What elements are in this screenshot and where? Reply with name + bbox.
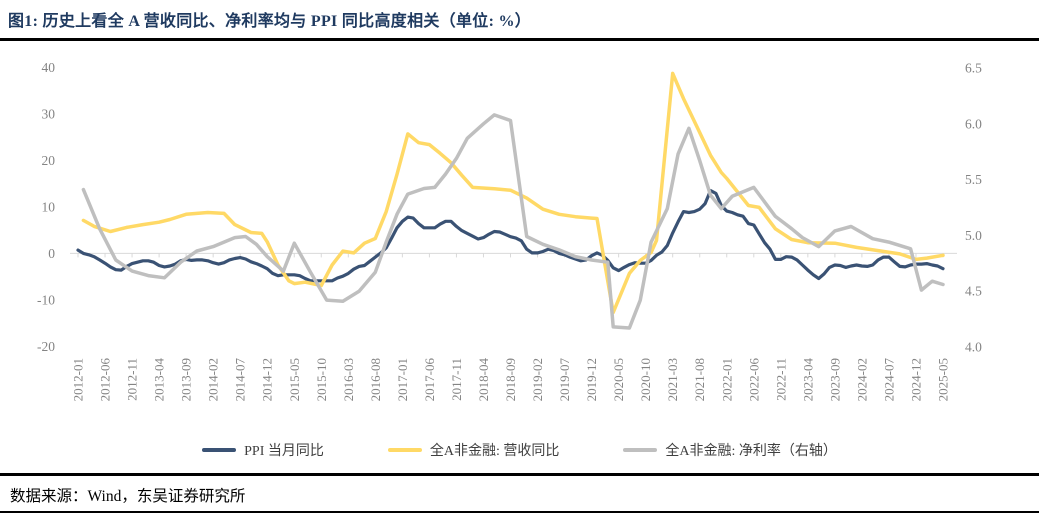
bottom-border [0, 511, 1039, 513]
chart-canvas: 2012-01 2012-06 2012-11 2013-04 2013-09 2014-… [37, 60, 982, 402]
x-tick-label: 2012-01 [71, 358, 86, 401]
x-tick-label: 2023-04 [800, 358, 815, 402]
x-tick-label: 2022-11 [773, 358, 788, 401]
y-tick-label-left: 40 [42, 60, 56, 75]
x-tick-label: 2019-07 [557, 358, 572, 402]
x-tick-label: 2017-01 [395, 358, 410, 401]
x-tick-label: 2020-05 [611, 358, 626, 401]
y-tick-label-left: 10 [42, 199, 56, 214]
chart-legend: PPI 当月同比 全A非金融: 营收同比 全A非金融: 净利率（右轴） [0, 440, 1039, 460]
x-tick-label: 2014-02 [206, 358, 221, 401]
series-line-2 [81, 113, 945, 330]
legend-item-revenue: 全A非金融: 营收同比 [387, 440, 560, 460]
figure-title: 图1: 历史上看全 A 营收同比、净利率均与 PPI 同比高度相关（单位: %） [8, 13, 532, 30]
y-tick-label-right: 6.0 [965, 116, 982, 131]
y-tick-label-left: -10 [37, 292, 55, 307]
y-tick-label-right: 4.0 [965, 340, 982, 355]
x-tick-label: 2024-07 [881, 358, 896, 402]
x-tick-label: 2016-08 [368, 358, 383, 401]
y-tick-label-left: 0 [48, 246, 55, 261]
legend-item-ppi: PPI 当月同比 [202, 440, 324, 460]
x-tick-label: 2021-08 [692, 358, 707, 401]
x-tick-label: 2018-09 [503, 358, 518, 401]
x-tick-label: 2024-02 [854, 358, 869, 401]
y-tick-label-left: -20 [37, 339, 55, 354]
legend-swatch-netmargin [623, 447, 658, 453]
x-tick-label: 2015-10 [314, 358, 329, 401]
x-tick-label: 2022-01 [719, 358, 734, 401]
y-tick-label-right: 4.5 [965, 284, 982, 299]
x-tick-label: 2023-09 [827, 358, 842, 401]
legend-label-ppi: PPI 当月同比 [244, 444, 324, 459]
x-tick-label: 2015-05 [287, 358, 302, 401]
legend-label-revenue: 全A非金融: 营收同比 [429, 444, 560, 459]
x-tick-label: 2012-11 [125, 358, 140, 401]
y-tick-label-right: 5.5 [965, 172, 982, 187]
title-divider [0, 38, 1039, 41]
series-line-1 [81, 71, 945, 315]
x-tick-label: 2016-03 [341, 358, 356, 401]
x-tick-label: 2013-09 [179, 358, 194, 401]
legend-label-netmargin: 全A非金融: 净利率（右轴） [665, 444, 837, 459]
series-line-0 [76, 189, 945, 283]
x-tick-label: 2019-02 [530, 358, 545, 401]
x-tick-label: 2025-05 [936, 358, 951, 401]
x-tick-label: 2017-06 [422, 358, 437, 402]
y-tick-label-right: 5.0 [965, 228, 982, 243]
x-tick-label: 2012-06 [98, 358, 113, 402]
y-tick-label-right: 6.5 [965, 61, 982, 76]
y-tick-label-left: 20 [42, 153, 56, 168]
x-tick-label: 2014-07 [233, 358, 248, 402]
legend-divider [0, 473, 1039, 476]
legend-swatch-revenue [387, 447, 422, 453]
x-tick-label: 2020-10 [638, 358, 653, 401]
x-tick-label: 2019-12 [584, 358, 599, 401]
legend-swatch-ppi [202, 447, 237, 453]
x-tick-label: 2018-04 [476, 358, 491, 402]
x-tick-label: 2014-12 [260, 358, 275, 401]
x-tick-label: 2021-03 [665, 358, 680, 401]
x-tick-label: 2017-11 [449, 358, 464, 401]
x-tick-label: 2013-04 [152, 358, 167, 402]
data-source: 数据来源：Wind，东吴证券研究所 [10, 488, 246, 505]
x-tick-label: 2024-12 [908, 358, 923, 401]
x-tick-label: 2022-06 [746, 358, 761, 402]
y-tick-label-left: 30 [42, 106, 56, 121]
legend-item-netmargin: 全A非金融: 净利率（右轴） [623, 440, 837, 460]
